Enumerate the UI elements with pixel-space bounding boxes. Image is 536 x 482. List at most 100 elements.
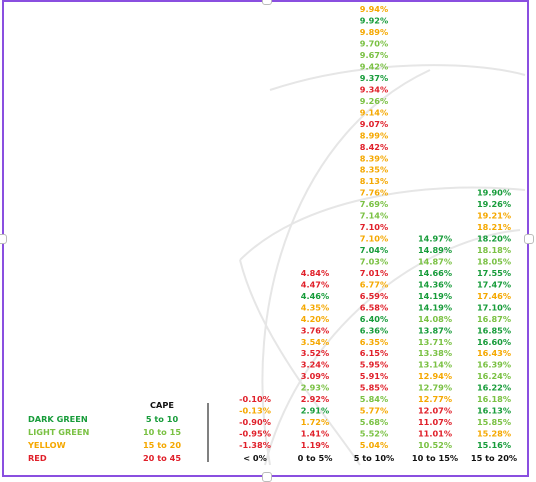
return-cell: 13.71% xyxy=(418,337,452,347)
resize-handle-left[interactable] xyxy=(0,234,7,244)
column-label: 15 to 20% xyxy=(471,453,517,463)
return-cell: 15.16% xyxy=(477,440,511,450)
return-cell: 13.38% xyxy=(418,348,452,358)
return-cell: 5.52% xyxy=(360,429,388,439)
column-4: 19.90%19.26% 19.21%18.21% 18.20%18.18%18.0… xyxy=(471,188,517,463)
return-cell: 18.18% xyxy=(477,245,511,255)
return-cell: 3.76% xyxy=(301,325,329,335)
return-cell: 9.67% xyxy=(360,50,388,60)
return-cell: 14.19% xyxy=(418,302,452,312)
return-cell: 14.19% xyxy=(418,291,452,301)
return-cell: 9.94% xyxy=(360,4,388,14)
return-cell: -0.10% xyxy=(239,394,271,404)
return-cell: 2.93% xyxy=(301,383,329,393)
return-cell: 14.36% xyxy=(418,279,452,289)
column-3: 14.97%14.89%14.87% 14.66%14.36% 14.19%14.1… xyxy=(412,234,458,463)
resize-handle-top[interactable] xyxy=(262,0,272,5)
return-cell: 11.07% xyxy=(418,417,452,427)
return-cell: 5.95% xyxy=(360,360,388,370)
return-cell: 6.77% xyxy=(360,279,388,289)
return-cell: 18.05% xyxy=(477,256,511,266)
return-cell: 7.10% xyxy=(360,222,388,232)
return-cell: 7.03% xyxy=(360,256,388,266)
return-cell: 16.85% xyxy=(477,325,511,335)
return-cell: 16.24% xyxy=(477,371,511,381)
return-cell: 17.47% xyxy=(477,279,511,289)
return-cell: 2.91% xyxy=(301,406,329,416)
return-cell: 13.14% xyxy=(418,360,452,370)
return-cell: 4.84% xyxy=(301,268,329,278)
return-cell: 15.28% xyxy=(477,429,511,439)
return-cell: 5.68% xyxy=(360,417,388,427)
return-cell: 1.19% xyxy=(301,440,329,450)
return-cell: 18.20% xyxy=(477,234,511,244)
legend-range: 20 to 45 xyxy=(143,453,181,463)
return-cell: -0.13% xyxy=(239,406,271,416)
return-columns: -0.10%-0.13%-0.90%-0.95%-1.38%< 0%4.84%4… xyxy=(239,4,517,463)
return-cell: 7.76% xyxy=(360,188,388,198)
legend-label: RED xyxy=(28,453,47,463)
return-cell: 19.21% xyxy=(477,211,511,221)
return-cell: 3.52% xyxy=(301,348,329,358)
column-1: 4.84%4.47% 4.46%4.35% 4.20%3.76% 3.54%3.52%… xyxy=(298,268,333,463)
return-cell: 9.26% xyxy=(360,96,388,106)
return-cell: -0.95% xyxy=(239,429,271,439)
return-cell: 16.39% xyxy=(477,360,511,370)
return-cell: 7.69% xyxy=(360,199,388,209)
return-cell: 9.37% xyxy=(360,73,388,83)
legend-label: YELLOW xyxy=(27,440,66,450)
legend-label: LIGHT GREEN xyxy=(28,427,89,437)
return-cell: 9.14% xyxy=(360,107,388,117)
return-cell: 6.36% xyxy=(360,325,388,335)
return-cell: 6.15% xyxy=(360,348,388,358)
legend-range: 10 to 15 xyxy=(143,427,181,437)
return-cell: 12.07% xyxy=(418,406,452,416)
column-label: 5 to 10% xyxy=(354,453,395,463)
return-cell: 3.09% xyxy=(301,371,329,381)
return-cell: 16.13% xyxy=(477,406,511,416)
return-cell: 9.34% xyxy=(360,84,388,94)
return-cell: 11.01% xyxy=(418,429,452,439)
return-cell: 14.89% xyxy=(418,245,452,255)
return-cell: 6.40% xyxy=(360,314,388,324)
return-cell: 9.92% xyxy=(360,16,388,26)
column-2: 9.94% 9.92%9.89% 9.70%9.67%9.42% 9.37%9.34%… xyxy=(354,4,395,463)
return-cell: 16.18% xyxy=(477,394,511,404)
return-cell: 17.46% xyxy=(477,291,511,301)
return-cell: 9.89% xyxy=(360,27,388,37)
return-cell: 1.72% xyxy=(301,417,329,427)
return-cell: 12.79% xyxy=(418,383,452,393)
return-cell: 5.77% xyxy=(360,406,388,416)
legend-header: CAPE xyxy=(150,400,174,410)
return-cell: 3.24% xyxy=(301,360,329,370)
return-cell: 12.94% xyxy=(418,371,452,381)
legend-range: 15 to 20 xyxy=(143,440,181,450)
return-cell: 4.47% xyxy=(301,279,329,289)
return-cell: 5.84% xyxy=(360,394,388,404)
return-cell: -0.90% xyxy=(239,417,271,427)
column-label: 10 to 15% xyxy=(412,453,458,463)
return-cell: 6.59% xyxy=(360,291,388,301)
return-cell: 5.91% xyxy=(360,371,388,381)
return-cell: 15.85% xyxy=(477,417,511,427)
return-cell: 4.46% xyxy=(301,291,329,301)
column-0: -0.10% -0.13%-0.90% -0.95%-1.38% < 0% xyxy=(239,394,271,463)
return-cell: 16.87% xyxy=(477,314,511,324)
return-cell: 17.10% xyxy=(477,302,511,312)
return-cell: 14.66% xyxy=(418,268,452,278)
resize-handle-right[interactable] xyxy=(524,234,534,244)
return-cell: 16.22% xyxy=(477,383,511,393)
return-cell: 2.92% xyxy=(301,394,329,404)
return-cell: 7.10% xyxy=(360,234,388,244)
return-cell: 8.13% xyxy=(360,176,388,186)
return-cell: 14.08% xyxy=(418,314,452,324)
return-cell: 12.77% xyxy=(418,394,452,404)
legend-label: DARK GREEN xyxy=(28,414,88,424)
background-watermark xyxy=(239,64,526,466)
cape-legend: CAPE DARK GREEN 5 to 10 LIGHT GREEN 10 to 15… xyxy=(27,400,181,463)
return-cell: 14.87% xyxy=(418,256,452,266)
return-cell: 6.58% xyxy=(360,302,388,312)
return-cell: 8.35% xyxy=(360,165,388,175)
return-cell: 5.85% xyxy=(360,383,388,393)
